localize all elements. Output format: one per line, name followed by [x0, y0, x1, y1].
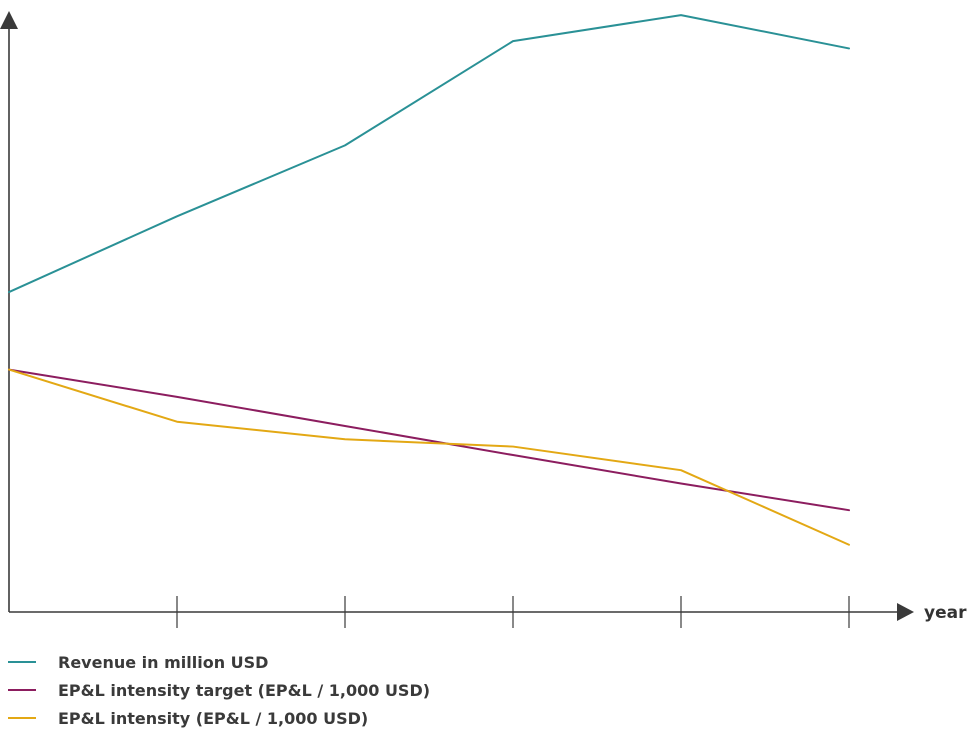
legend-swatch-intensity-target [8, 689, 36, 691]
legend-item-revenue: Revenue in million USD [8, 648, 430, 676]
legend-swatch-intensity [8, 717, 36, 719]
line-chart: year [0, 11, 967, 628]
legend-swatch-revenue [8, 661, 36, 663]
x-axis-arrow [897, 603, 914, 621]
legend-label-intensity-target: EP&L intensity target (EP&L / 1,000 USD) [58, 680, 431, 700]
legend-label-revenue: Revenue in million USD [58, 652, 269, 672]
x-axis-ticks [176, 596, 850, 628]
chart-legend: Revenue in million USD EP&L intensity ta… [8, 648, 430, 732]
y-axis-arrow [0, 11, 18, 29]
legend-item-intensity: EP&L intensity (EP&L / 1,000 USD) [8, 704, 430, 732]
series-line-intensity-target [8, 368, 850, 512]
chart-axes: year [0, 11, 967, 628]
legend-item-intensity-target: EP&L intensity target (EP&L / 1,000 USD) [8, 676, 430, 704]
series-line-intensity [8, 368, 850, 546]
series-line-revenue [8, 14, 850, 294]
series-layer [8, 14, 850, 546]
legend-label-intensity: EP&L intensity (EP&L / 1,000 USD) [58, 708, 369, 728]
x-axis-label: year [924, 603, 967, 623]
